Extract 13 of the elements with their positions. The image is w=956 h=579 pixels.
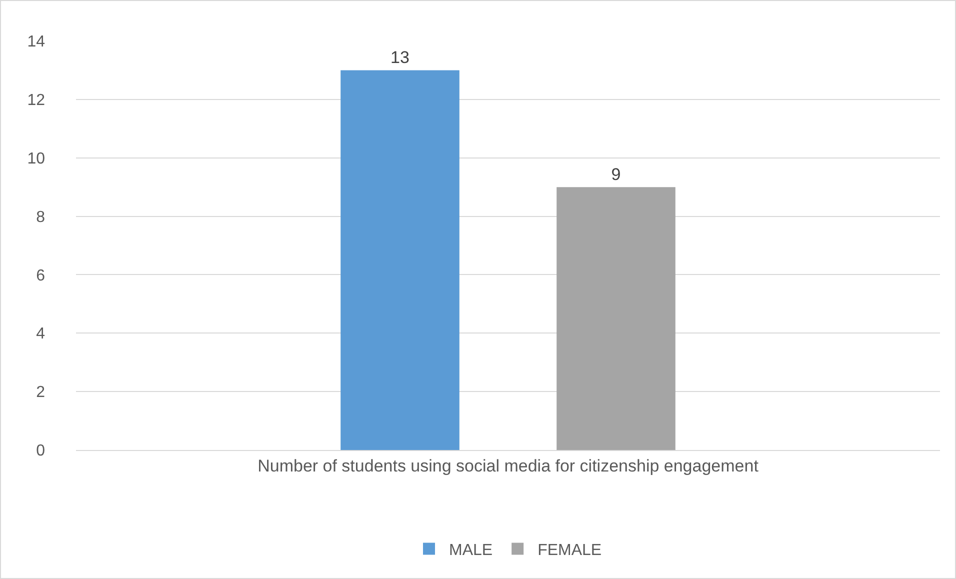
- y-tick-label: 12: [27, 92, 46, 110]
- data-label: 9: [611, 165, 621, 184]
- x-tick-label: Number of students using social media for citizenship engagement: [258, 456, 759, 476]
- legend-label: FEMALE: [538, 542, 602, 559]
- y-tick-label: 2: [36, 384, 46, 402]
- y-tick-label: 10: [27, 150, 46, 168]
- y-tick-label: 14: [27, 34, 46, 51]
- legend-label: MALE: [449, 542, 493, 559]
- y-tick-label: 4: [36, 326, 46, 343]
- y-tick-label: 0: [36, 442, 46, 460]
- y-tick-label: 8: [36, 208, 46, 226]
- data-label: 13: [390, 48, 410, 68]
- y-tick-label: 6: [36, 267, 46, 284]
